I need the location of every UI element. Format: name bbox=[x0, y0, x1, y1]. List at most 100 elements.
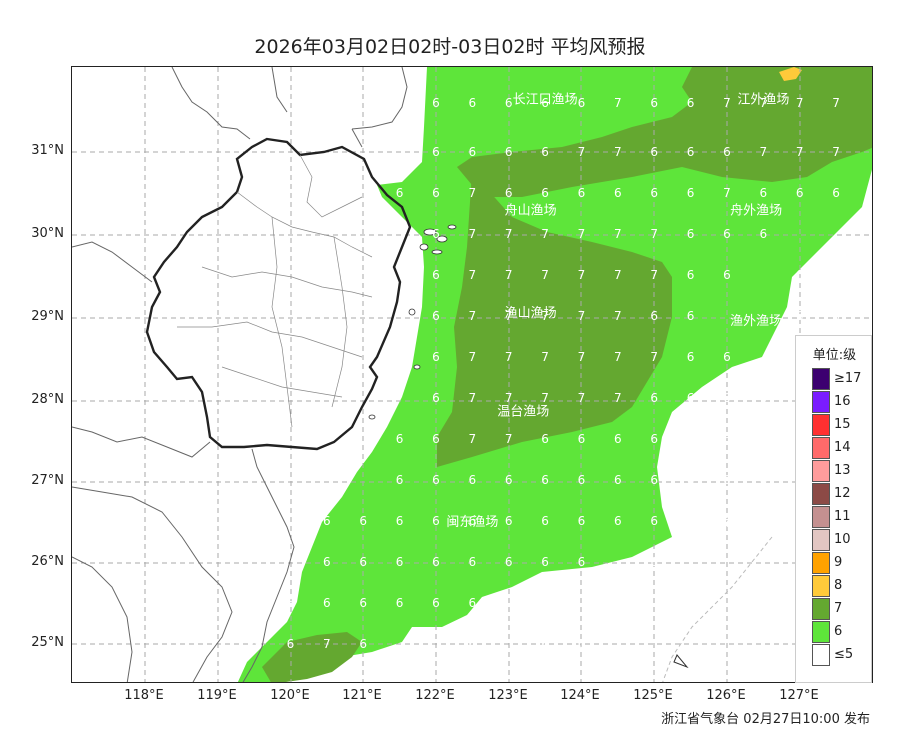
fishing-zone-name: 舟外渔场 bbox=[730, 203, 782, 218]
wind-value: 6 bbox=[432, 391, 440, 405]
wind-value: 7 bbox=[796, 96, 804, 110]
wind-value: 6 bbox=[687, 473, 695, 487]
wind-value: 7 bbox=[469, 350, 477, 364]
lat-label-27: 27°N bbox=[31, 473, 64, 488]
wind-value: 6 bbox=[687, 432, 695, 446]
wind-value: 6 bbox=[650, 473, 658, 487]
wind-value: 7 bbox=[541, 350, 549, 364]
wind-value: 6 bbox=[432, 227, 440, 241]
fishing-zone-name: 渔山渔场 bbox=[505, 306, 557, 321]
wind-value: 6 bbox=[796, 186, 804, 200]
legend-label: 6 bbox=[834, 624, 843, 639]
wind-value: 6 bbox=[359, 596, 367, 610]
wind-value: 6 bbox=[505, 473, 513, 487]
wind-value: 6 bbox=[432, 555, 440, 569]
legend-label: ≥17 bbox=[834, 371, 862, 386]
wind-value: 6 bbox=[650, 391, 658, 405]
wind-value: 6 bbox=[396, 596, 404, 610]
legend-swatch bbox=[812, 529, 830, 551]
wind-value: 7 bbox=[832, 96, 840, 110]
zhejiang-boundary bbox=[145, 137, 412, 451]
wind-value: 6 bbox=[760, 391, 768, 405]
wind-value: 6 bbox=[541, 514, 549, 528]
wind-value: 6 bbox=[469, 145, 477, 159]
wind-value: 7 bbox=[650, 268, 658, 282]
wind-value: 6 bbox=[578, 186, 586, 200]
legend-swatch bbox=[812, 437, 830, 459]
wind-value: 6 bbox=[505, 96, 513, 110]
wind-value: 6 bbox=[723, 227, 731, 241]
wind-value: 7 bbox=[505, 309, 513, 323]
legend-label: 13 bbox=[834, 463, 851, 478]
lat-label-29: 29°N bbox=[31, 309, 64, 324]
wind-value: 6 bbox=[469, 596, 477, 610]
lat-label-30: 30°N bbox=[31, 226, 64, 241]
wind-value: 6 bbox=[541, 96, 549, 110]
wind-value: 6 bbox=[723, 432, 731, 446]
wind-value: 6 bbox=[323, 514, 331, 528]
legend-swatch bbox=[812, 598, 830, 620]
fishing-zone-name: 长江口渔场 bbox=[513, 93, 578, 108]
wind-value: 6 bbox=[432, 96, 440, 110]
legend-swatch bbox=[812, 644, 830, 666]
wind-value: 7 bbox=[469, 268, 477, 282]
wind-value: 6 bbox=[614, 514, 622, 528]
legend-label: 12 bbox=[834, 486, 851, 501]
legend-label: 15 bbox=[834, 417, 851, 432]
legend-swatch bbox=[812, 506, 830, 528]
fishing-zone-name: 闽外渔场 bbox=[679, 515, 731, 530]
wind-value: 7 bbox=[614, 309, 622, 323]
wind-value: 6 bbox=[687, 514, 695, 528]
lat-label-31: 31°N bbox=[31, 143, 64, 158]
wind-value: 7 bbox=[614, 145, 622, 159]
wind-value: 7 bbox=[505, 227, 513, 241]
wind-value: 6 bbox=[650, 432, 658, 446]
wind-value: 7 bbox=[469, 227, 477, 241]
fishing-zone-name: 渔外渔场 bbox=[730, 314, 782, 329]
wind-value: 7 bbox=[541, 268, 549, 282]
legend-label: 8 bbox=[834, 578, 843, 593]
wind-value: 6 bbox=[541, 637, 549, 651]
wind-value: 6 bbox=[396, 514, 404, 528]
wind-value: 6 bbox=[432, 514, 440, 528]
wind-value: 6 bbox=[396, 432, 404, 446]
map-area: 6 6 6 6 6 7 6 6 7 7 7 7 6 6 6 6 7 7 6 6 6 7 7 7 6 6 7 6 6 6 6 6 6 7 6 6 6 6 7 7… bbox=[71, 66, 873, 683]
lon-label-127: 127°E bbox=[779, 688, 819, 703]
wind-values-layer: 6 6 6 6 6 7 6 6 7 7 7 7 6 6 6 6 7 7 6 6 6 7 7 7 6 6 7 6 6 6 6 6 6 7 6 6 6 6 7 7… bbox=[250, 96, 840, 651]
wind-value: 7 bbox=[578, 391, 586, 405]
wind-value: 6 bbox=[687, 96, 695, 110]
wind-value: 6 bbox=[359, 514, 367, 528]
wind-value: 6 bbox=[250, 637, 258, 651]
wind-value: 6 bbox=[687, 309, 695, 323]
islands bbox=[368, 224, 457, 420]
wind-value: 6 bbox=[796, 309, 804, 323]
legend-swatch bbox=[812, 368, 830, 390]
legend-label: 16 bbox=[834, 394, 851, 409]
wind-value: 6 bbox=[760, 473, 768, 487]
wind-value: 6 bbox=[505, 145, 513, 159]
legend-swatch bbox=[812, 391, 830, 413]
legend: 单位:级 ≥17 16 15 14 13 12 11 10 9 8 7 6 ≤5 bbox=[795, 335, 872, 683]
fishing-zone-name: 温外渔场 bbox=[730, 408, 782, 423]
wind-level-7-region bbox=[457, 67, 872, 197]
wind-value: 6 bbox=[432, 473, 440, 487]
wind-value: 7 bbox=[578, 227, 586, 241]
wind-value: 6 bbox=[578, 555, 586, 569]
wind-value: 6 bbox=[359, 637, 367, 651]
wind-level-5-region bbox=[762, 228, 872, 367]
wind-value: 6 bbox=[723, 145, 731, 159]
wind-value: 6 bbox=[505, 186, 513, 200]
wind-value: 6 bbox=[796, 268, 804, 282]
legend-label: 10 bbox=[834, 532, 851, 547]
wind-value: 6 bbox=[650, 186, 658, 200]
city-lines bbox=[177, 154, 373, 428]
wind-value: 6 bbox=[687, 145, 695, 159]
wind-value: 6 bbox=[650, 145, 658, 159]
wind-value: 6 bbox=[760, 227, 768, 241]
legend-swatch bbox=[812, 483, 830, 505]
wind-value: 7 bbox=[505, 268, 513, 282]
legend-label: 14 bbox=[834, 440, 851, 455]
wind-value: 6 bbox=[578, 637, 586, 651]
wind-value: 6 bbox=[650, 96, 658, 110]
